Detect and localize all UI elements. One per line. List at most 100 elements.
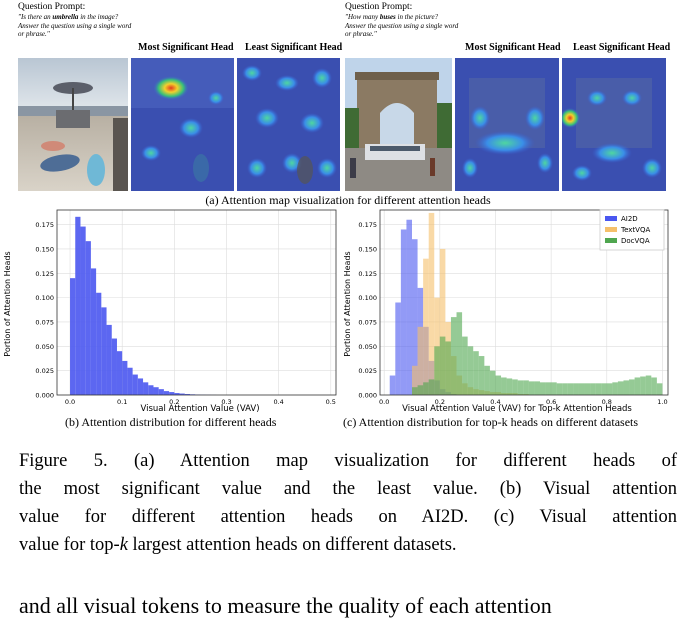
chart-b-xtick-label: 0.0 [65, 398, 75, 406]
chart-c-bar-ai2d [412, 239, 418, 395]
chart-c-bar-docvqa [578, 383, 585, 395]
chart-b-bar [80, 226, 86, 395]
chart-c-xtick-label: 0.2 [435, 398, 445, 406]
chart-b-bar [174, 393, 180, 395]
chart-b-bar [127, 367, 133, 395]
legend-label-docvqa: DocVQA [621, 237, 650, 245]
chart-c-bar-ai2d [406, 219, 412, 395]
chart-c-ytick-label: 0.050 [358, 343, 377, 351]
legend-label-textvqa: TextVQA [620, 226, 650, 234]
chart-b: Portion of Attention Heads Visual Attent… [3, 209, 337, 414]
chart-c-bar-textvqa [423, 258, 429, 395]
beach-most-significant-heatmap [131, 58, 234, 191]
chart-c-bar-docvqa [478, 356, 485, 395]
figure-caption-line4: value for top-k largest attention heads … [19, 535, 457, 555]
chart-b-bar [148, 385, 154, 395]
chart-c-bar-ai2d [389, 375, 396, 395]
chart-b-bar [75, 216, 81, 395]
arch-photo [345, 58, 452, 191]
chart-c-bar-docvqa [595, 383, 602, 395]
chart-b-bar [101, 307, 107, 395]
chart-b-bar [111, 338, 117, 395]
chart-c-bar-ai2d [395, 302, 401, 395]
chart-c-bar-ai2d [400, 229, 407, 395]
chart-c-bar-docvqa [450, 317, 457, 395]
body-text: and all visual tokens to measure the qua… [19, 593, 552, 618]
chart-c-bar-docvqa [456, 312, 463, 395]
chart-b-ytick-label: 0.000 [35, 392, 54, 400]
chart-c-bar-docvqa [445, 341, 451, 395]
chart-c-bar-docvqa [623, 380, 630, 395]
chart-c-bar-docvqa [634, 377, 641, 395]
figure-caption-line2: the most significant value and the least… [19, 479, 677, 499]
chart-c-ylabel: Portion of Attention Heads [343, 251, 352, 356]
chart-c-xlabel: Visual Attention Value (VAV) for Top-k A… [402, 404, 632, 414]
chart-b-xtick-label: 0.3 [221, 398, 231, 406]
chart-b-xtick-label: 0.4 [273, 398, 283, 406]
chart-c-ytick-label: 0.100 [358, 294, 377, 302]
chart-c-bar-docvqa [423, 382, 429, 395]
chart-c-ytick-label: 0.025 [358, 367, 377, 375]
chart-c-bar-docvqa [484, 365, 490, 395]
left-prompt-title: Question Prompt: [18, 2, 86, 12]
chart-b-ytick-label: 0.150 [35, 245, 54, 253]
chart-b-bar [116, 351, 123, 395]
chart-b-bar [122, 360, 128, 395]
legend-label-ai2d: AI2D [621, 215, 638, 223]
chart-c-bar-docvqa [467, 346, 474, 395]
chart-c-bar-docvqa [434, 346, 440, 395]
right-question-prompt: Question Prompt: "How many buses in the … [345, 2, 460, 39]
chart-c-bar-docvqa [523, 380, 529, 395]
chart-c-ytick-label: 0.125 [358, 270, 377, 278]
chart-b-ylabel: Portion of Attention Heads [3, 251, 12, 356]
right-prompt-text: "How many buses in the picture? Answer t… [345, 13, 459, 38]
chart-c-bar-docvqa [562, 383, 568, 395]
chart-c-bar-textvqa [417, 326, 424, 395]
chart-c-bar-docvqa [512, 379, 518, 395]
chart-c-xtick-label: 0.4 [490, 398, 500, 406]
chart-b-xlabel: Visual Attention Value (VAV) [140, 404, 259, 414]
chart-c-bar-docvqa [612, 382, 618, 395]
legend-swatch-textvqa [605, 227, 617, 232]
chart-b-bar [143, 382, 149, 395]
chart-c-bar-docvqa [506, 378, 513, 395]
chart-c-frame [379, 209, 669, 396]
right-least-significant-label: Least Significant Head [573, 42, 671, 53]
chart-c-xtick-label: 0.8 [602, 398, 612, 406]
chart-c-legend: AI2D TextVQA DocVQA [599, 209, 665, 251]
chart-c-bar-docvqa [617, 381, 624, 395]
chart-c-bar-docvqa [417, 385, 424, 395]
chart-b-bar [163, 391, 170, 395]
chart-c-bar-docvqa [501, 377, 507, 395]
chart-b-bar [70, 278, 76, 395]
chart-c-bar-docvqa [528, 381, 535, 395]
chart-c-bar-docvqa [534, 381, 540, 395]
chart-b-frame [56, 209, 337, 396]
figure-caption-line1: Figure 5. (a) Attention map visualizatio… [19, 451, 677, 471]
chart-c-bar-docvqa [651, 377, 657, 395]
beach-photo [18, 58, 128, 191]
chart-c-bar-textvqa [439, 248, 446, 395]
chart-c-bar-docvqa [540, 382, 546, 395]
chart-c-xtick-label: 0.6 [546, 398, 556, 406]
chart-b-bar [96, 292, 102, 395]
chart-b-bar [158, 389, 164, 395]
chart-c-bar-docvqa [462, 336, 468, 395]
chart-b-xtick-label: 0.2 [169, 398, 179, 406]
chart-b-bar [153, 387, 159, 395]
chart-c-bar-docvqa [428, 379, 435, 395]
chart-c-xtick-label: 0.0 [379, 398, 389, 406]
chart-c-bar-docvqa [573, 383, 579, 395]
chart-c-ytick-label: 0.150 [358, 245, 377, 253]
chart-c-xtick-label: 1.0 [657, 398, 667, 406]
beach-least-significant-heatmap [237, 58, 340, 191]
chart-c-bar-docvqa [473, 351, 479, 395]
chart-c-bar-docvqa [517, 380, 524, 395]
chart-b-ytick-label: 0.025 [35, 367, 54, 375]
chart-b-bar [106, 324, 112, 395]
legend-swatch-ai2d [605, 216, 617, 221]
left-question-prompt: Question Prompt: "Is there an umbrella i… [18, 2, 133, 39]
legend-swatch-docvqa [605, 238, 617, 243]
chart-c-bar-docvqa [489, 370, 496, 395]
chart-c-ytick-label: 0.075 [358, 318, 377, 326]
